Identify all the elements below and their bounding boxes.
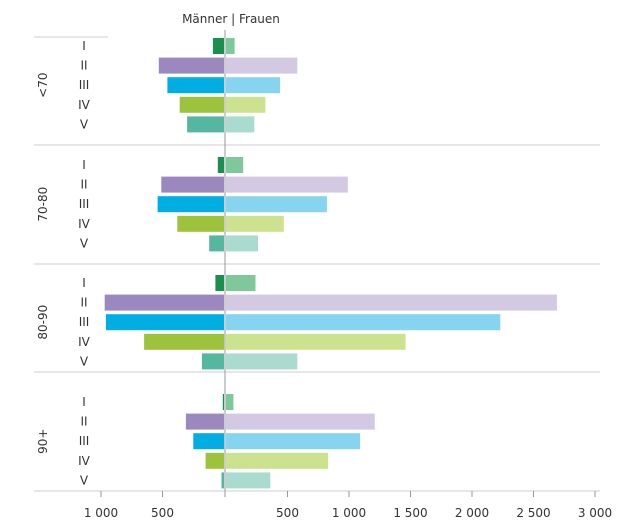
bar-frauen (226, 433, 361, 450)
bar-frauen (226, 96, 266, 113)
x-tick-label: 3 000 (578, 506, 612, 520)
bar-maenner (158, 57, 224, 74)
group-label: 70-80 (36, 187, 50, 222)
bar-maenner (212, 38, 224, 54)
bar-frauen (226, 157, 244, 173)
bar-maenner (177, 215, 224, 232)
bar-maenner (167, 77, 224, 94)
bar-frauen (226, 333, 406, 350)
bar-maenner (205, 452, 224, 469)
bar-maenner (144, 333, 225, 350)
bar-frauen (226, 452, 329, 469)
bar-frauen (226, 394, 234, 410)
bar-frauen (226, 413, 375, 430)
x-tick-label: 1 000 (332, 506, 366, 520)
category-label: IV (78, 98, 91, 112)
bar-frauen (226, 472, 271, 489)
category-label: II (80, 415, 87, 429)
category-label: IV (78, 217, 91, 231)
bar-maenner (193, 433, 225, 450)
category-label: III (79, 78, 90, 92)
bar-maenner (217, 157, 224, 173)
bar-maenner (104, 294, 224, 311)
category-label: I (82, 395, 86, 409)
bar-maenner (201, 353, 224, 370)
x-tick-label: 1 500 (393, 506, 427, 520)
bar-frauen (226, 38, 235, 54)
group-label: 80-90 (36, 305, 50, 340)
category-label: III (79, 434, 90, 448)
category-label: II (80, 296, 87, 310)
category-label: II (80, 59, 87, 73)
category-label: V (80, 236, 89, 250)
bar-maenner (215, 275, 224, 291)
category-label: V (80, 473, 89, 487)
bar-frauen (226, 77, 281, 94)
bar-maenner (157, 196, 224, 213)
bar-frauen (226, 215, 284, 232)
bar-frauen (226, 235, 258, 252)
category-label: I (82, 158, 86, 172)
group-label: 90+ (36, 429, 50, 454)
x-tick-label: 500 (151, 506, 174, 520)
bar-maenner (185, 413, 224, 430)
category-label: IV (78, 454, 91, 468)
x-tick-label: 1 000 (84, 506, 118, 520)
x-tick-label: 2 500 (516, 506, 550, 520)
bar-maenner (179, 96, 224, 113)
bar-frauen (226, 57, 298, 74)
bar-maenner (161, 176, 224, 193)
bar-frauen (226, 116, 255, 133)
bar-maenner (222, 394, 224, 410)
bar-frauen (226, 275, 256, 291)
bar-maenner (221, 472, 224, 489)
bar-frauen (226, 196, 327, 213)
chart-title: Männer | Frauen (182, 12, 280, 26)
bar-frauen (226, 353, 298, 370)
category-label: III (79, 197, 90, 211)
bar-frauen (226, 294, 557, 311)
bar-frauen (226, 314, 501, 331)
category-label: II (80, 178, 87, 192)
category-label: V (80, 354, 89, 368)
x-tick-label: 2 000 (455, 506, 489, 520)
category-label: III (79, 315, 90, 329)
bar-frauen (226, 176, 348, 193)
bar-maenner (105, 314, 224, 331)
category-label: IV (78, 335, 91, 349)
bar-maenner (187, 116, 224, 133)
category-label: I (82, 276, 86, 290)
bar-maenner (209, 235, 224, 252)
group-label: <70 (36, 73, 50, 98)
category-label: V (80, 117, 89, 131)
category-label: I (82, 39, 86, 53)
x-tick-label: 500 (276, 506, 299, 520)
